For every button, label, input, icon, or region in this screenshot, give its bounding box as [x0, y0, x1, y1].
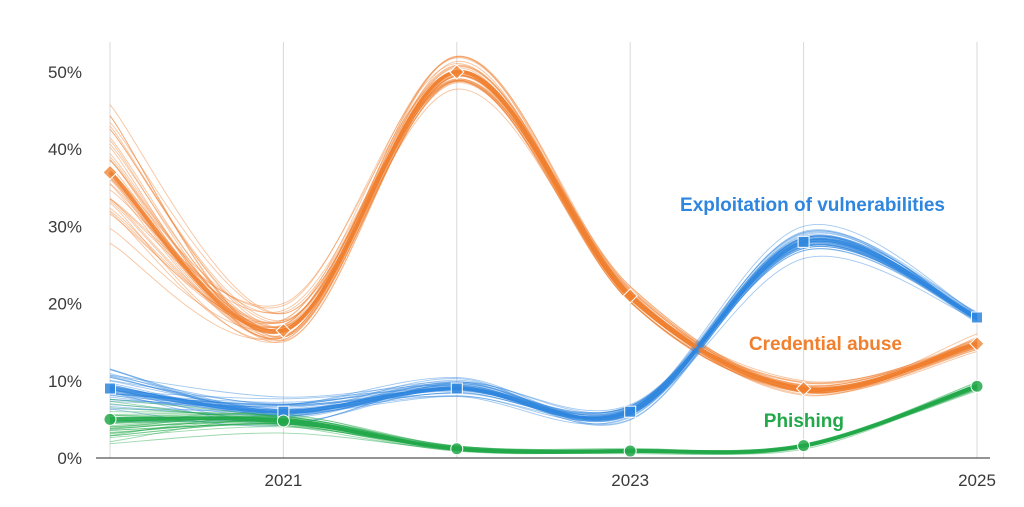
credential-abuse-marker-2023 — [622, 288, 638, 304]
y-tick-label: 50% — [48, 63, 82, 82]
credential-abuse-label: Credential abuse — [749, 334, 902, 355]
series-labels: Credential abuse Exploitation of vulnerab… — [680, 195, 945, 432]
exploitation-of-vulnerabilities-ensemble-line — [109, 248, 978, 416]
exploitation-of-vulnerabilities-ensemble-line — [109, 244, 978, 425]
phishing-line — [109, 384, 978, 455]
exploitation-of-vulnerabilities-marker-2023 — [624, 405, 637, 418]
exploitation-of-vulnerabilities-ensemble-line — [109, 242, 978, 420]
exploitation-of-vulnerabilities-ensemble-line — [109, 235, 978, 423]
credential-abuse-marker-2021 — [275, 322, 292, 339]
phishing-marker-2024 — [797, 439, 811, 453]
axis-labels: 0% 10% 20% 30% 40% 50% 2021 2023 2025 — [48, 63, 996, 490]
exploitation-of-vulnerabilities-ensemble-line — [109, 246, 978, 418]
series-lines — [108, 69, 978, 455]
exploitation-of-vulnerabilities-marker-2025 — [971, 311, 983, 324]
exploitation-of-vulnerabilities-marker-2024 — [797, 235, 810, 248]
exploitation-of-vulnerabilities-marker-2020 — [104, 382, 116, 395]
exploitation-of-vulnerabilities-ensemble-line — [109, 243, 978, 427]
phishing-marker-2022 — [450, 442, 464, 456]
exploitation-of-vulnerabilities-marker-2022 — [450, 382, 463, 395]
exploitation-of-vulnerabilities-ensemble-line — [109, 235, 978, 421]
exploitation-of-vulnerabilities-ensemble-line — [109, 244, 978, 417]
x-tick-label: 2021 — [264, 471, 302, 490]
ensemble-lines — [109, 55, 978, 456]
exploitation-of-vulnerabilities-ensemble-line — [109, 236, 978, 423]
phishing-label: Phishing — [764, 411, 844, 432]
exploitation-of-vulnerabilities-ensemble-line — [109, 244, 978, 414]
exploitation-of-vulnerabilities-ensemble-line — [109, 240, 978, 418]
credential-abuse-marker-2025 — [969, 336, 985, 352]
exploitation-of-vulnerabilities-ensemble-line — [109, 243, 978, 420]
exploitation-of-vulnerabilities-ensemble-line — [109, 246, 978, 414]
y-tick-label: 40% — [48, 140, 82, 159]
y-tick-label: 20% — [48, 295, 82, 314]
credential-abuse-ensemble-line — [109, 78, 978, 383]
phishing-marker-2023 — [623, 444, 637, 458]
x-tick-label: 2025 — [958, 471, 996, 490]
exploitation-of-vulnerabilities-ensemble-line — [109, 235, 978, 415]
phishing-marker-2020 — [103, 412, 117, 426]
phishing-marker-2021 — [276, 414, 290, 428]
exploitation-of-vulnerabilities-ensemble-line — [109, 244, 978, 414]
grid-layer — [96, 42, 990, 459]
exploitation-of-vulnerabilities-ensemble-line — [109, 243, 978, 415]
y-tick-label: 30% — [48, 217, 82, 236]
x-tick-label: 2023 — [611, 471, 649, 490]
phishing-marker-2025 — [970, 379, 984, 393]
credential-abuse-marker-2020 — [102, 164, 118, 181]
exploitation-of-vulnerabilities-ensemble-line — [109, 246, 978, 416]
data-markers — [102, 64, 985, 458]
exploitation-of-vulnerabilities-line — [109, 237, 978, 421]
credential-abuse-marker-2024 — [795, 380, 812, 397]
exploitation-of-vulnerabilities-label: Exploitation of vulnerabilities — [680, 195, 945, 216]
credential-abuse-marker-2022 — [449, 64, 465, 80]
exploitation-of-vulnerabilities-ensemble-line — [109, 242, 978, 416]
exploitation-of-vulnerabilities-ensemble-line — [109, 235, 978, 425]
y-tick-label: 0% — [57, 449, 82, 468]
exploitation-of-vulnerabilities-ensemble-line — [109, 232, 978, 425]
y-tick-label: 10% — [48, 372, 82, 391]
